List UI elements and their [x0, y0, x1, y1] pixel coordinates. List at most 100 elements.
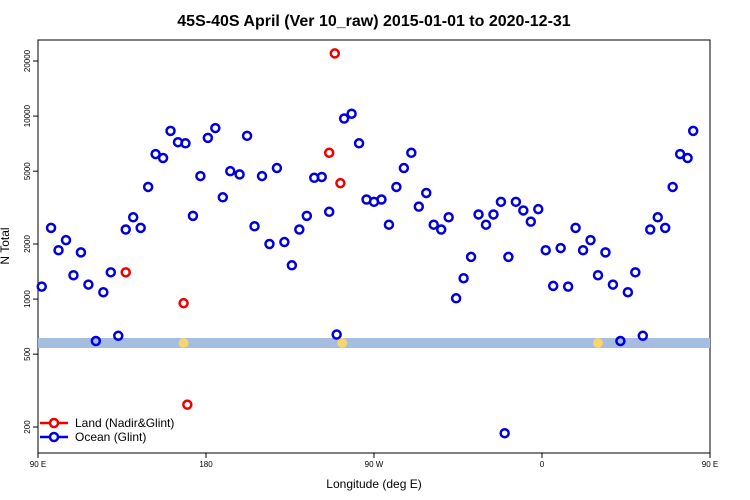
data-point: [533, 203, 544, 215]
data-point: [301, 210, 313, 222]
data-point: [473, 209, 484, 220]
data-point: [540, 244, 551, 256]
y-axis-ticks: 200 500 1000 2000 5000 10000 20000: [23, 49, 38, 434]
data-points: [36, 48, 699, 439]
plot-frame: [37, 39, 711, 454]
data-point: [346, 108, 357, 119]
legend: Land (Nadir&Glint)Ocean (Glint): [40, 416, 174, 444]
data-point: [465, 251, 477, 263]
data-point: [600, 247, 611, 258]
data-point: [217, 192, 229, 203]
data-point: [187, 210, 199, 222]
data-point: [249, 221, 260, 232]
data-point: [615, 335, 626, 347]
data-point: [45, 222, 57, 234]
band-highlight: [337, 338, 348, 348]
data-point: [499, 427, 510, 439]
data-point: [480, 219, 492, 230]
legend-label: Ocean (Glint): [75, 430, 146, 444]
y-tick-label: 10000: [23, 104, 32, 127]
data-point: [577, 244, 589, 256]
x-tick-label: 90 E: [30, 460, 46, 469]
data-point: [316, 171, 327, 183]
data-point: [687, 125, 699, 137]
band-highlight: [178, 338, 189, 348]
legend-label: Land (Nadir&Glint): [75, 416, 174, 430]
data-point: [406, 147, 417, 159]
data-point: [682, 152, 693, 164]
data-point: [398, 162, 410, 174]
data-point: [202, 132, 214, 144]
data-point: [547, 280, 559, 292]
data-point: [518, 205, 529, 216]
data-point: [331, 329, 342, 340]
data-point: [421, 187, 432, 199]
data-point: [338, 113, 350, 124]
data-point: [323, 206, 335, 218]
x-axis-label: Longitude (deg E): [326, 477, 421, 491]
data-point: [127, 212, 139, 223]
data-point: [335, 177, 346, 189]
data-point: [157, 152, 169, 164]
data-point: [210, 122, 221, 134]
x-tick-label: 180: [199, 460, 213, 469]
data-point: [592, 269, 604, 281]
data-point: [256, 170, 268, 182]
data-point: [68, 269, 79, 281]
data-point: [376, 194, 387, 205]
data-point: [279, 236, 290, 248]
data-point: [562, 281, 574, 292]
data-point: [503, 251, 514, 263]
data-point: [645, 224, 656, 235]
data-point: [525, 216, 537, 227]
band-highlight: [593, 338, 603, 348]
data-point: [75, 247, 87, 258]
data-point: [329, 48, 341, 59]
data-point: [630, 267, 641, 278]
data-point: [622, 286, 634, 298]
data-point: [225, 165, 236, 177]
data-point: [585, 234, 596, 246]
data-point: [652, 212, 663, 223]
data-point: [180, 138, 191, 149]
data-point: [428, 219, 439, 230]
data-point: [234, 169, 245, 180]
data-point: [113, 330, 124, 342]
data-point: [182, 399, 193, 410]
data-point: [323, 147, 335, 159]
x-axis-ticks: 90 E 180 90 W 0 90 E: [30, 453, 718, 469]
data-point: [135, 222, 146, 234]
data-point: [391, 181, 402, 193]
y-tick-label: 2000: [23, 235, 32, 253]
data-point: [36, 281, 47, 292]
data-point: [83, 279, 94, 290]
data-point: [570, 222, 581, 234]
data-point: [60, 234, 72, 246]
chart-title: 45S-40S April (Ver 10_raw) 2015-01-01 to…: [177, 13, 571, 30]
y-tick-label: 1000: [23, 290, 32, 308]
data-point: [607, 279, 619, 290]
data-point: [443, 212, 454, 223]
data-point: [165, 125, 176, 137]
y-axis-label: N Total: [0, 227, 12, 264]
data-point: [120, 224, 131, 235]
data-point: [90, 335, 102, 347]
data-point: [450, 293, 462, 304]
data-point: [286, 260, 298, 271]
legend-marker: [48, 417, 60, 429]
data-point: [659, 222, 671, 234]
data-point: [53, 244, 64, 256]
data-point: [510, 196, 522, 208]
y-tick-label: 200: [23, 420, 32, 434]
data-point: [435, 224, 447, 235]
data-point: [178, 297, 189, 309]
data-point: [488, 209, 499, 220]
data-point: [383, 219, 395, 230]
data-point: [637, 330, 649, 342]
x-tick-label: 90 W: [365, 460, 384, 469]
band-rect: [38, 338, 710, 348]
data-point: [264, 238, 275, 250]
data-point: [120, 267, 131, 278]
data-point: [495, 196, 507, 208]
